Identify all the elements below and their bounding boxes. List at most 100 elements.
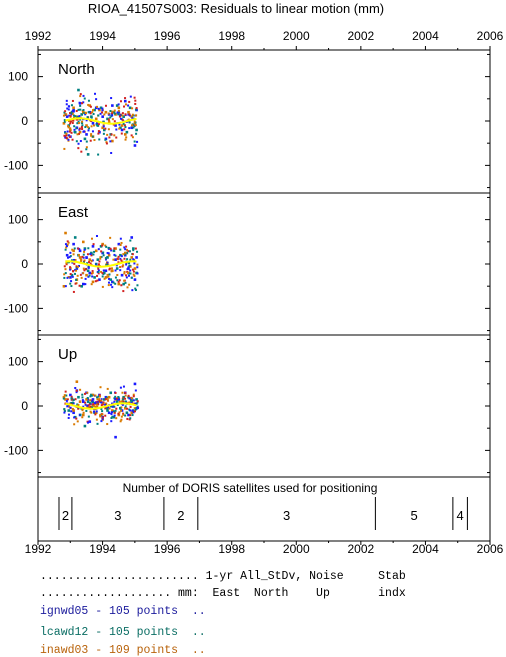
noise-point	[109, 140, 112, 143]
noise-point	[100, 111, 103, 114]
point-ignwd05	[82, 282, 85, 286]
smoothed-line-up	[65, 402, 137, 410]
noise-point	[73, 131, 76, 134]
noise-point	[126, 258, 129, 261]
point-inawd03	[130, 115, 134, 118]
noise-point	[63, 394, 66, 397]
y-tick-label-east: 0	[21, 257, 28, 271]
noise-point	[89, 139, 92, 142]
noise-point	[107, 252, 110, 255]
point-lcawd12	[73, 415, 77, 419]
noise-point	[114, 282, 117, 285]
noise-point	[97, 248, 100, 251]
noise-point	[76, 403, 79, 406]
noise-point	[100, 255, 103, 258]
noise-point	[110, 283, 113, 286]
point-inawd03	[64, 231, 67, 235]
noise-point	[72, 408, 75, 411]
point-ignwd05	[117, 242, 121, 246]
noise-point	[69, 266, 72, 269]
noise-point	[65, 113, 68, 116]
noise-point	[73, 416, 76, 419]
noise-point	[126, 417, 129, 420]
noise-point	[97, 272, 100, 275]
noise-point	[134, 287, 137, 290]
noise-point	[108, 136, 111, 139]
noise-point	[96, 405, 99, 408]
noise-point	[104, 104, 107, 107]
noise-point	[104, 403, 107, 406]
noise-point	[91, 404, 94, 407]
point-ignwd05	[114, 258, 117, 261]
point-ignwd05	[75, 267, 79, 270]
point-ignwd05	[91, 122, 95, 125]
panel-label-east: East	[58, 204, 89, 221]
noise-point	[96, 396, 99, 399]
noise-point	[100, 250, 103, 253]
noise-point	[79, 140, 82, 143]
noise-point	[95, 418, 98, 421]
noise-point	[92, 124, 95, 127]
noise-point	[66, 405, 69, 408]
point-inawd03	[82, 240, 85, 244]
noise-point	[77, 122, 80, 125]
noise-point	[113, 400, 116, 403]
noise-point	[115, 417, 118, 420]
y-tick-label-north: 0	[21, 114, 28, 128]
noise-point	[70, 280, 73, 283]
noise-point	[77, 120, 80, 123]
noise-point	[75, 265, 78, 268]
noise-point	[122, 412, 125, 415]
noise-point	[106, 273, 109, 276]
x-tick-label-top-2004: 2004	[412, 29, 439, 43]
noise-point	[67, 134, 70, 137]
noise-point	[102, 269, 105, 272]
point-inawd03	[64, 398, 67, 401]
satellite-count-label: 5	[411, 508, 418, 523]
noise-point	[129, 95, 132, 98]
noise-point	[74, 282, 77, 285]
noise-point	[97, 153, 100, 156]
noise-point	[119, 100, 122, 103]
noise-point	[71, 401, 74, 404]
x-tick-label-bottom-1998: 1998	[218, 542, 245, 556]
noise-point	[84, 283, 87, 286]
y-tick-label-up: 100	[8, 355, 28, 369]
noise-point	[105, 142, 108, 145]
point-lcawd12	[125, 411, 129, 415]
noise-point	[92, 109, 95, 112]
noise-point	[120, 255, 123, 258]
noise-point	[114, 395, 117, 398]
point-ignwd05	[88, 420, 92, 423]
noise-point	[100, 420, 103, 423]
noise-point	[98, 398, 101, 401]
noise-point	[133, 125, 136, 128]
noise-point	[133, 120, 136, 123]
noise-point	[106, 397, 109, 400]
panel-label-north: North	[58, 61, 95, 78]
noise-point	[79, 388, 82, 391]
point-lcawd12	[115, 400, 119, 403]
point-inawd03	[91, 393, 95, 397]
point-ignwd05	[117, 398, 121, 401]
noise-point	[78, 115, 81, 118]
noise-point	[114, 254, 117, 257]
point-ignwd05	[65, 253, 69, 257]
noise-point	[65, 262, 68, 265]
noise-point	[114, 276, 117, 279]
noise-point	[130, 276, 133, 279]
noise-point	[91, 401, 94, 404]
noise-point	[64, 268, 67, 271]
noise-point	[133, 274, 136, 277]
point-lcawd12	[99, 245, 103, 248]
noise-point	[101, 402, 104, 405]
noise-point	[100, 399, 103, 402]
point-inawd03	[94, 411, 98, 415]
noise-point	[82, 256, 85, 259]
noise-point	[66, 398, 69, 401]
x-tick-label-bottom-2006: 2006	[477, 542, 504, 556]
noise-point	[101, 410, 104, 413]
noise-point	[75, 417, 78, 420]
noise-point	[86, 253, 89, 256]
noise-point	[97, 107, 100, 110]
